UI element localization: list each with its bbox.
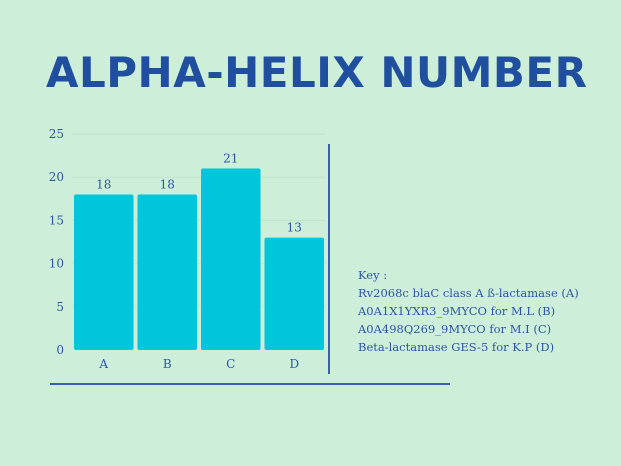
vertical-divider [328,144,330,374]
y-tick-label: 10 [49,257,64,271]
y-tick-label: 25 [49,127,64,141]
y-tick-label: 15 [49,213,64,227]
data-label-B: 18 [160,177,175,191]
y-tick-label: 5 [56,300,64,314]
y-tick-label: 0 [56,343,64,357]
data-labels: 18 18 21 13 [96,152,302,235]
bar-A [74,194,134,350]
key-heading: Key : [358,268,388,282]
key-item-c: A0A498Q269_9MYCO for M.I (C) [358,322,552,336]
data-label-C: 21 [223,152,238,166]
x-tick-label-C: C [226,357,235,371]
horizontal-divider [50,383,450,385]
y-axis-ticks: 0 5 10 15 20 25 [49,127,64,357]
bars [74,168,324,350]
bar-C [201,168,261,350]
page-title: ALPHA-HELIX NUMBER [46,48,588,97]
x-axis-ticks: A B C D [98,357,299,371]
data-label-A: 18 [96,177,111,191]
x-tick-label-D: D [289,357,299,371]
data-label-D: 13 [287,221,302,235]
key-item-a: Rv2068c blaC class A ß-lactamase (A) [358,286,579,300]
bar-D [264,237,324,350]
bar-B [137,194,197,350]
y-tick-label: 20 [49,170,64,184]
x-tick-label-A: A [98,357,108,371]
x-tick-label-B: B [163,357,172,371]
key-item-d: Beta-lactamase GES-5 for K.P (D) [358,340,555,354]
key-item-b: A0A1X1YXR3_9MYCO for M.L (B) [358,304,556,318]
legend-key: Key : Rv2068c blaC class A ß-lactamase (… [358,266,579,356]
